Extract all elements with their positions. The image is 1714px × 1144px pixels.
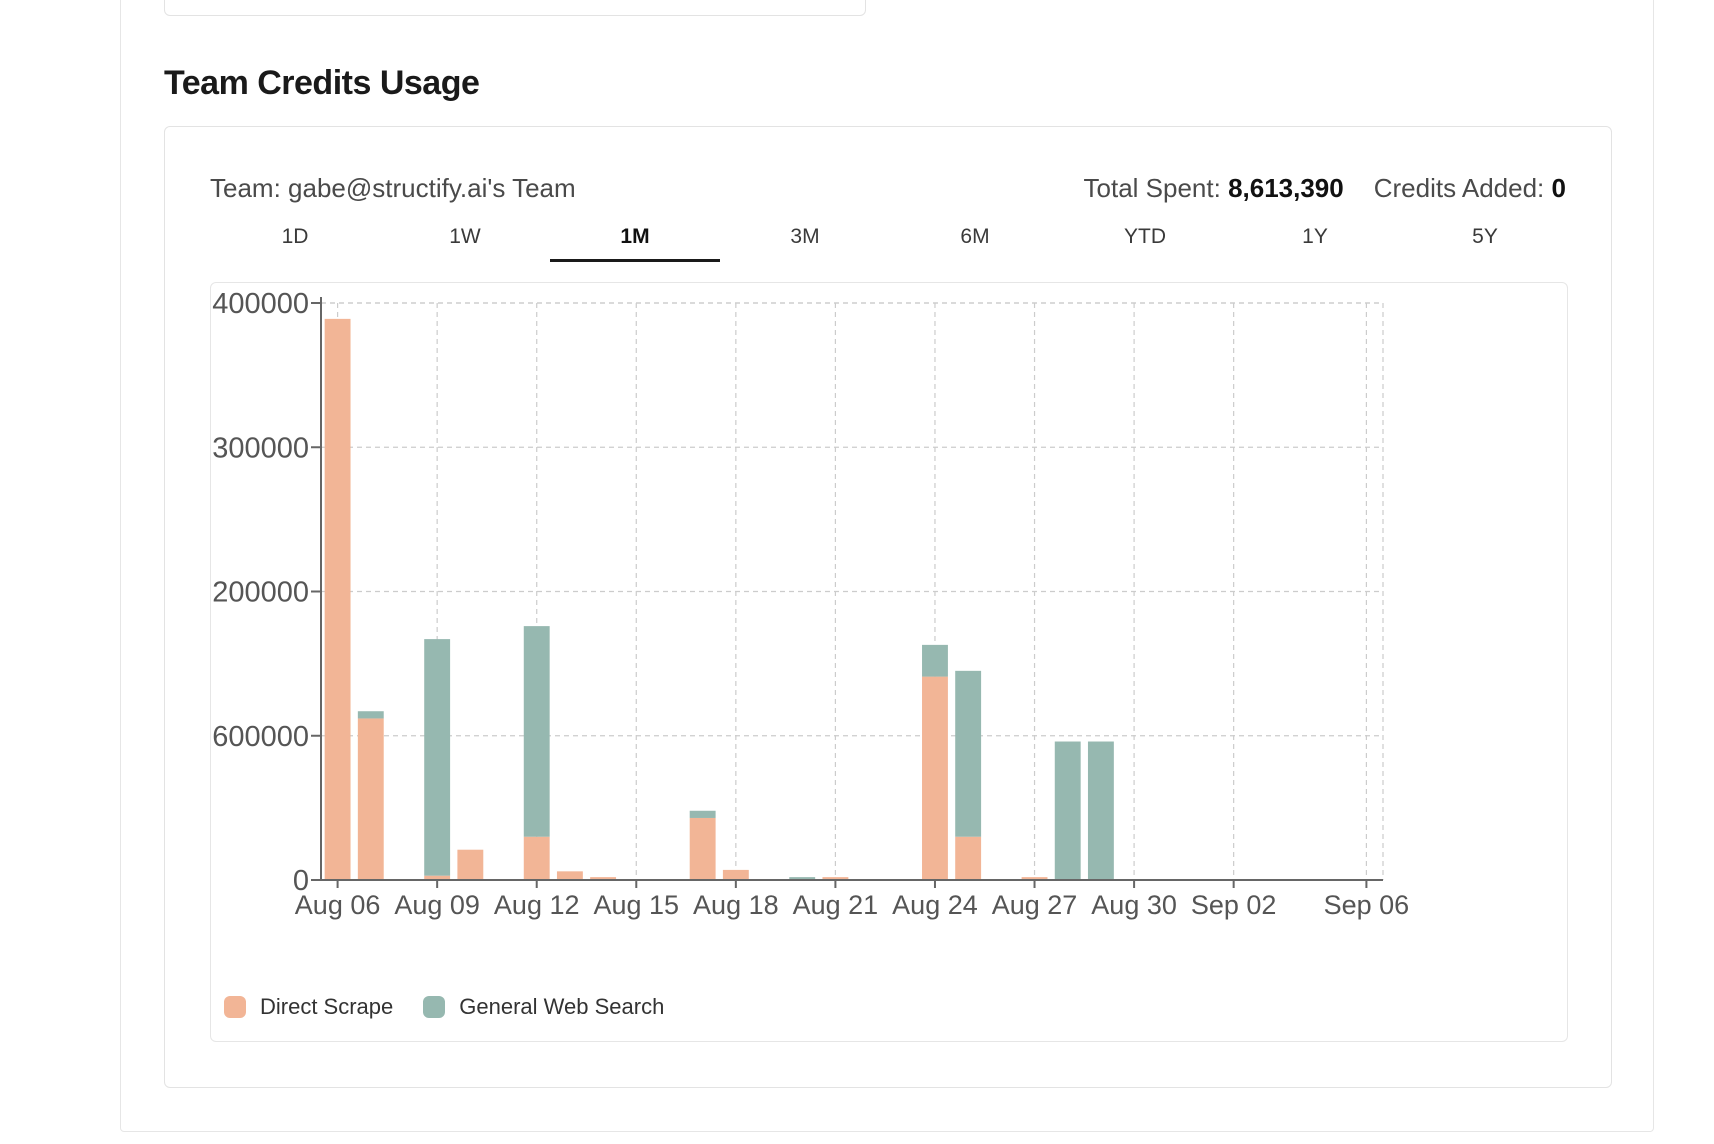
y-tick-label: 300000 (212, 432, 309, 464)
credits-added-label: Credits Added: (1373, 173, 1545, 203)
y-tick-label: 600000 (212, 721, 309, 753)
bar-direct-scrape (424, 875, 451, 880)
range-tabs: 1D 1W 1M 3M 6M YTD 1Y 5Y (210, 214, 1570, 262)
legend-swatch-direct-scrape (224, 996, 246, 1018)
section-title: Team Credits Usage (164, 64, 480, 102)
bar-direct-scrape (1021, 877, 1048, 880)
bar-general-web-search (357, 711, 384, 719)
x-tick-label: Sep 06 (1324, 890, 1410, 920)
x-tick-label: Aug 27 (992, 890, 1078, 920)
y-tick-label: 400000 (212, 288, 309, 320)
bar-direct-scrape (922, 676, 948, 880)
bar-direct-scrape (590, 877, 617, 880)
bar-direct-scrape (357, 718, 384, 880)
legend-label-direct-scrape: Direct Scrape (260, 994, 394, 1019)
bar-general-web-search (922, 644, 948, 677)
total-spent: Total Spent: 8,613,390 (1084, 173, 1344, 204)
bar-general-web-search (789, 877, 816, 880)
bar-direct-scrape (955, 836, 982, 880)
tab-3m[interactable]: 3M (790, 225, 820, 248)
chart-legend: Direct Scrape General Web Search (224, 994, 664, 1020)
tab-6m[interactable]: 6M (960, 225, 990, 248)
x-tick-label: Aug 06 (295, 890, 381, 920)
bar-direct-scrape (556, 871, 583, 880)
x-tick-label: Aug 30 (1091, 890, 1177, 920)
tab-1w[interactable]: 1W (449, 225, 481, 248)
bar-direct-scrape (457, 849, 484, 880)
y-tick-label: 0 (293, 865, 309, 897)
bar-general-web-search (955, 670, 982, 837)
tab-1m[interactable]: 1M (550, 214, 720, 262)
tab-1d[interactable]: 1D (281, 225, 309, 248)
tab-5y[interactable]: 5Y (1472, 225, 1498, 248)
x-tick-label: Aug 18 (693, 890, 779, 920)
credits-added: Credits Added: 0 (1374, 173, 1566, 204)
usage-chart: 0 600000 200000 300000 400000 Aug 06 Aug 09 Aug… (212, 288, 1410, 920)
legend-swatch-general-web-search (423, 996, 446, 1018)
usage-card (164, 126, 1612, 1088)
legend-item-general-web-search[interactable]: General Web Search (423, 994, 664, 1020)
bar-general-web-search (424, 639, 451, 876)
tab-1y[interactable]: 1Y (1302, 225, 1328, 248)
x-tick-label: Aug 15 (593, 890, 679, 920)
x-tick-label: Sep 02 (1191, 890, 1277, 920)
credits-added-value: 0 (1551, 173, 1566, 203)
legend-label-general-web-search: General Web Search (459, 994, 665, 1019)
bar-direct-scrape (722, 869, 749, 880)
usage-stats: Total Spent: 8,613,390 Credits Added: 0 (1084, 173, 1566, 204)
x-tick-label: Aug 21 (793, 890, 879, 920)
bar-direct-scrape (523, 836, 550, 880)
y-tick-label: 200000 (212, 577, 309, 609)
total-spent-label: Total Spent: (1083, 173, 1221, 203)
legend-item-direct-scrape[interactable]: Direct Scrape (224, 994, 393, 1020)
bar-general-web-search (1087, 741, 1114, 880)
bar-general-web-search (689, 810, 716, 818)
x-tick-label: Aug 12 (494, 890, 580, 920)
chart-frame: 0 600000 200000 300000 400000 Aug 06 Aug 09 Aug… (210, 282, 1568, 1042)
x-tick-label: Aug 24 (892, 890, 978, 920)
team-label: Team: gabe@structify.ai's Team (210, 173, 576, 203)
total-spent-value: 8,613,390 (1228, 173, 1344, 203)
bar-direct-scrape (689, 817, 716, 880)
previous-section-card (164, 0, 866, 16)
bar-general-web-search (1054, 741, 1081, 880)
bar-direct-scrape (324, 318, 351, 880)
bar-general-web-search (523, 626, 550, 837)
tab-ytd[interactable]: YTD (1124, 225, 1166, 248)
x-tick-label: Aug 09 (394, 890, 480, 920)
bar-direct-scrape (822, 877, 849, 880)
